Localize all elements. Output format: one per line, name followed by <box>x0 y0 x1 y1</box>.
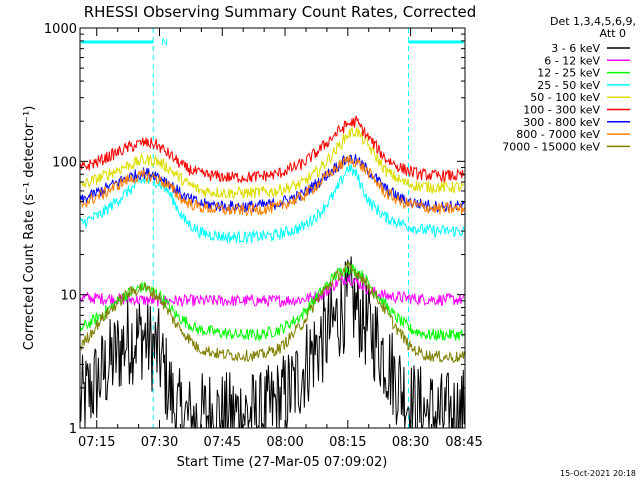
detector-note-line1: Det 1,3,4,5,6,9, <box>550 15 636 28</box>
y-tick-label: 1 <box>69 422 77 437</box>
series-line-1 <box>79 274 465 308</box>
x-tick-label: 08:30 <box>392 435 429 450</box>
series-line-4 <box>79 125 465 200</box>
chart-title: RHESSI Observing Summary Count Rates, Co… <box>84 3 477 21</box>
legend-label: 3 - 6 keV <box>551 42 600 55</box>
x-tick-label: 07:15 <box>78 435 115 450</box>
x-tick-label: 08:45 <box>445 435 482 450</box>
legend-label: 12 - 25 keV <box>537 67 600 80</box>
legend-label: 300 - 800 keV <box>523 116 600 129</box>
y-tick-label: 100 <box>52 155 77 170</box>
x-tick-label: 08:15 <box>329 435 366 450</box>
legend-label: 6 - 12 keV <box>544 54 600 67</box>
legend-label: 100 - 300 keV <box>523 104 600 117</box>
x-tick-label: 07:45 <box>204 435 241 450</box>
y-axis-label: Corrected Count Rate (s⁻¹ detector⁻¹) <box>22 106 37 351</box>
series-line-3 <box>79 164 465 245</box>
timestamp: 15-Oct-2021 20:18 <box>560 469 636 478</box>
y-tick-label: 1000 <box>44 22 77 37</box>
legend-label: 800 - 7000 keV <box>516 128 600 141</box>
legend-label: 7000 - 15000 keV <box>502 140 600 153</box>
plot-frame <box>79 27 466 429</box>
x-tick-label: 08:00 <box>266 435 303 450</box>
x-tick-label: 07:30 <box>141 435 178 450</box>
legend-label: 25 - 50 keV <box>537 79 600 92</box>
series-group <box>79 115 465 430</box>
y-tick-label: 10 <box>60 289 77 304</box>
night-mark-label: N <box>161 38 168 48</box>
series-line-8 <box>79 260 465 364</box>
x-axis-label: Start Time (27-Mar-05 07:09:02) <box>177 455 388 470</box>
detector-note-line2: Att 0 <box>600 27 626 40</box>
series-line-5 <box>79 115 465 184</box>
series-line-7 <box>79 155 465 217</box>
series-line-0 <box>79 256 465 430</box>
axes-group: 1 10 100 1000 07:15 07:30 07:45 08:00 08:15 08:30… <box>44 22 483 450</box>
legend-label: 50 - 100 keV <box>530 91 600 104</box>
